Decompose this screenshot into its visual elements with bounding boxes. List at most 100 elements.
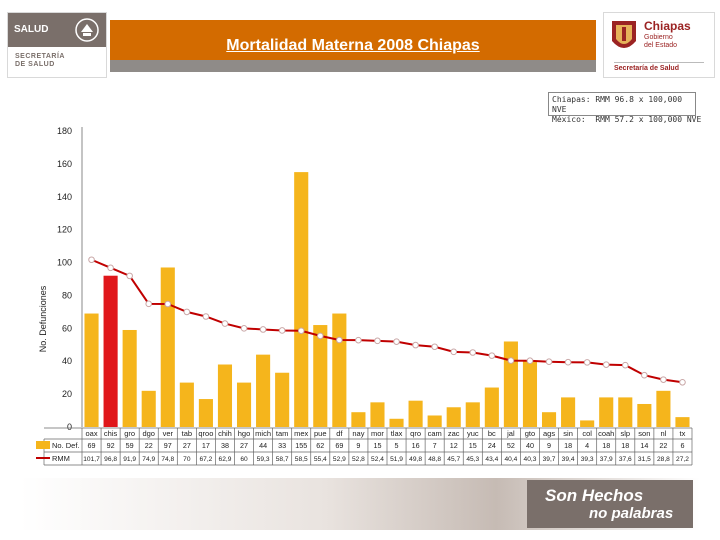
rmm-point-zac [450, 348, 458, 356]
bar-tam [275, 372, 290, 427]
title-banner: Mortalidad Materna 2008 Chiapas [110, 20, 596, 72]
category-label-df: df [336, 429, 343, 438]
salud-logo: SALUD SECRETARÍA DE SALUD [7, 12, 107, 78]
rmm-value-yuc: 45,3 [466, 456, 479, 463]
chart-title: Mortalidad Materna 2008 Chiapas [226, 37, 480, 54]
rmm-point-son [641, 371, 648, 379]
category-label-hgo: hgo [238, 429, 251, 438]
rmm-value-coah: 37,9 [600, 456, 613, 463]
category-label-cam: cam [428, 429, 442, 438]
bar-coah [599, 397, 614, 427]
y-tick-label: 120 [57, 225, 72, 235]
rmm-point-mex [297, 327, 305, 335]
def-value-tx: 6 [680, 441, 684, 450]
def-value-mor: 15 [373, 441, 381, 450]
rmm-note-chiapas: Chiapas: RMM 96.8 x 100,000 NVE [552, 95, 683, 114]
legend-key-bar [36, 441, 50, 449]
category-label-ver: ver [163, 429, 174, 438]
category-label-son: son [638, 429, 650, 438]
category-label-nay: nay [352, 429, 364, 438]
category-label-jal: jal [506, 429, 515, 438]
bar-jal [503, 341, 518, 427]
category-label-tam: tam [276, 429, 289, 438]
category-label-mex: mex [294, 429, 308, 438]
footer-slogan-line1: Son Hechos [545, 486, 644, 505]
rmm-point-tlax [393, 338, 400, 345]
rmm-point-nl [660, 376, 667, 383]
bar-gro [122, 329, 137, 427]
y-tick-label: 40 [62, 356, 72, 366]
rmm-value-son: 31,5 [638, 456, 651, 463]
category-label-zac: zac [448, 429, 460, 438]
rmm-point-bc [488, 352, 496, 359]
bar-nay [351, 412, 366, 427]
y-tick-label: 0 [67, 422, 72, 432]
bar-gto [522, 361, 538, 427]
rmm-point-slp [621, 361, 629, 369]
def-value-qro: 16 [412, 441, 420, 450]
def-value-tam: 33 [278, 441, 286, 450]
chiapas-dept: Secretaría de Salud [614, 62, 704, 72]
rmm-value-jal: 40,4 [504, 456, 517, 463]
rmm-value-df: 52,9 [333, 456, 346, 463]
rmm-value-col: 39,3 [581, 456, 594, 463]
bar-slp [618, 397, 633, 427]
y-tick-label: 80 [62, 290, 72, 300]
bar-nl [656, 390, 671, 427]
def-value-col: 4 [585, 441, 589, 450]
bar-son [637, 403, 652, 427]
salud-sub-line1: SECRETARÍA [15, 53, 65, 60]
def-value-df: 69 [335, 441, 343, 450]
category-label-bc: bc [488, 429, 496, 438]
def-value-slp: 18 [621, 441, 629, 450]
def-value-tlax: 5 [395, 441, 399, 450]
salud-logo-band: SALUD [8, 13, 106, 47]
def-value-pue: 62 [316, 441, 324, 450]
rmm-value-chih: 62,9 [219, 456, 232, 463]
y-tick-label: 160 [57, 159, 72, 169]
category-label-mor: mor [371, 429, 384, 438]
rmm-value-slp: 37,6 [619, 456, 632, 463]
category-label-col: col [582, 429, 592, 438]
category-label-sin: sin [563, 429, 573, 438]
category-label-nl: nl [660, 429, 666, 438]
chiapas-sub-line1: Gobierno [644, 34, 673, 41]
def-value-hgo: 27 [240, 441, 248, 450]
def-value-mich: 44 [259, 441, 267, 450]
bar-sin [561, 397, 576, 427]
rmm-value-tx: 27,2 [676, 456, 689, 463]
category-label-chih: chih [218, 429, 232, 438]
salud-sub-line2: DE SALUD [15, 61, 55, 68]
bar-chih [217, 364, 233, 427]
rmm-point-chis [107, 264, 114, 272]
bar-pue [313, 325, 328, 427]
bar-tlax [389, 418, 404, 427]
chiapas-logo: Chiapas Gobierno del Estado Secretaría d… [603, 12, 715, 78]
rmm-value-tab: 70 [183, 456, 191, 463]
bar-tx [675, 417, 690, 427]
def-value-tab: 27 [183, 441, 191, 450]
rmm-point-ags [545, 358, 553, 366]
chiapas-seal-icon [612, 21, 636, 48]
legend-label-rmm: RMM [52, 454, 70, 463]
rmm-point-coah [602, 361, 610, 368]
category-label-slp: slp [620, 429, 630, 438]
bar-mich [256, 354, 271, 427]
rmm-value-nl: 28,8 [657, 456, 670, 463]
rmm-point-df [336, 336, 343, 344]
rmm-value-mor: 52,4 [371, 456, 384, 463]
bar-zac [446, 407, 461, 427]
category-label-yuc: yuc [467, 429, 479, 438]
category-label-ags: ags [543, 429, 555, 438]
y-tick-label: 60 [62, 323, 72, 333]
bar-qro [408, 400, 423, 427]
bar-dgo [141, 390, 156, 427]
rmm-point-nay [355, 336, 362, 344]
category-label-qroo: qroo [198, 429, 213, 438]
rmm-point-mor [374, 337, 381, 345]
def-value-gro: 59 [126, 441, 134, 450]
def-value-jal: 52 [507, 441, 515, 450]
rmm-value-mex: 58,5 [295, 456, 308, 463]
y-tick-label: 140 [57, 192, 72, 202]
def-value-sin: 18 [564, 441, 572, 450]
